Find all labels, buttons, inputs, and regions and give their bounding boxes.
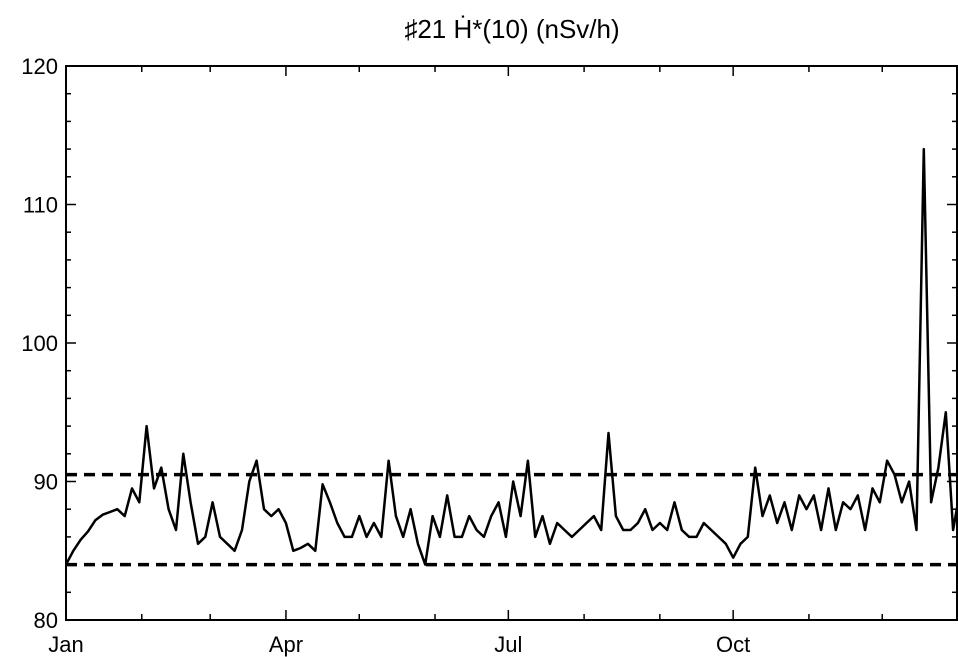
axes [65, 65, 958, 621]
x-tick-label: Oct [716, 632, 750, 657]
y-tick-label: 120 [21, 54, 58, 79]
series-line [64, 147, 958, 566]
y-tick-label: 80 [34, 608, 58, 633]
y-tick-label: 100 [21, 331, 58, 356]
series-group [64, 147, 958, 566]
plot-frame [65, 65, 958, 621]
x-tick-label: Jan [48, 632, 83, 657]
tick-labels: 80 90 100 110 120 Jan Apr Jul Oct [21, 54, 750, 657]
reference-lines [66, 472, 958, 567]
y-tick-label: 110 [23, 193, 58, 218]
x-tick-label: Apr [269, 632, 303, 657]
y-tick-label: 90 [34, 470, 58, 495]
x-tick-label: Jul [494, 632, 522, 657]
chart-title: ♯21 Ḣ*(10) (nSv/h) [404, 14, 619, 44]
